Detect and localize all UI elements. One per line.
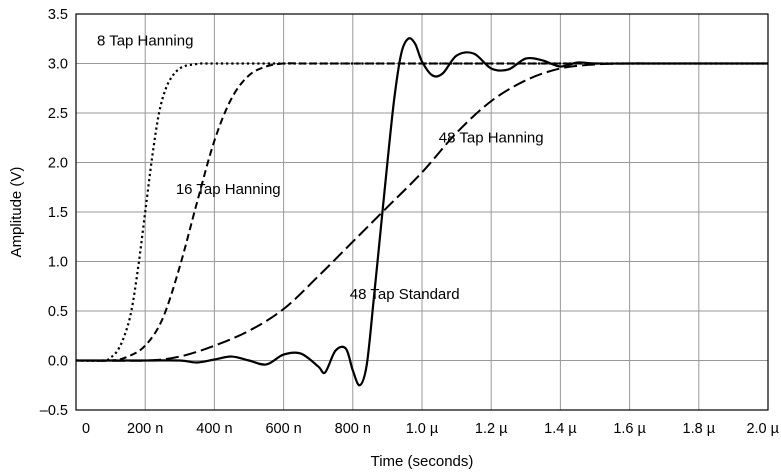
series-label-48-tap-standard: 48 Tap Standard	[350, 286, 460, 303]
series-label-48-tap-hanning: 48 Tap Hanning	[439, 130, 544, 147]
y-tick-label: 1.5	[48, 205, 68, 221]
x-tick-label: 600 n	[265, 421, 301, 437]
x-tick-label: 800 n	[335, 421, 371, 437]
series-line-8-tap-hanning	[75, 62, 768, 362]
x-tick-label: 400 n	[196, 421, 232, 437]
x-tick-labels: 0 200 n 400 n 600 n 800 n 1.0 µ 1.2 µ 1.4 µ 1.6 …	[82, 421, 780, 437]
y-axis-title: Amplitude (V)	[8, 167, 25, 258]
y-tick-label: 1.0	[48, 255, 68, 271]
x-tick-label: 1.4 µ	[544, 421, 577, 437]
plot-frame	[75, 13, 769, 411]
y-tick-label: 0.0	[48, 354, 68, 370]
series-label-16-tap-hanning: 16 Tap Hanning	[176, 181, 281, 198]
x-tick-label: 200 n	[127, 421, 163, 437]
x-tick-label: 2.0 µ	[746, 421, 779, 437]
x-axis-title: Time (seconds)	[371, 453, 474, 470]
x-tick-label: 1.6 µ	[613, 421, 646, 437]
y-tick-label: 2.0	[48, 156, 68, 172]
series-line-48-tap-standard	[76, 37, 768, 387]
x-tick-label: 0	[82, 421, 90, 437]
series-label-8-tap-hanning: 8 Tap Hanning	[97, 33, 193, 50]
y-tick-label: 3.5	[48, 7, 68, 23]
x-tick-label: 1.8 µ	[683, 421, 716, 437]
series-lines	[75, 37, 768, 387]
y-tick-label: –0.5	[40, 403, 68, 419]
y-tick-label: 0.5	[48, 304, 68, 320]
series-labels: 8 Tap Hanning 16 Tap Hanning 48 Tap Hannin…	[97, 33, 544, 303]
grid	[75, 13, 769, 411]
y-tick-label: 3.0	[48, 57, 68, 73]
x-tick-label: 1.0 µ	[406, 421, 439, 437]
y-tick-labels: 3.5 3.0 2.5 2.0 1.5 1.0 0.5 0.0 –0.5	[40, 7, 68, 419]
x-tick-label: 1.2 µ	[475, 421, 508, 437]
series-line-16-tap-hanning	[75, 62, 768, 362]
y-tick-label: 2.5	[48, 106, 68, 122]
